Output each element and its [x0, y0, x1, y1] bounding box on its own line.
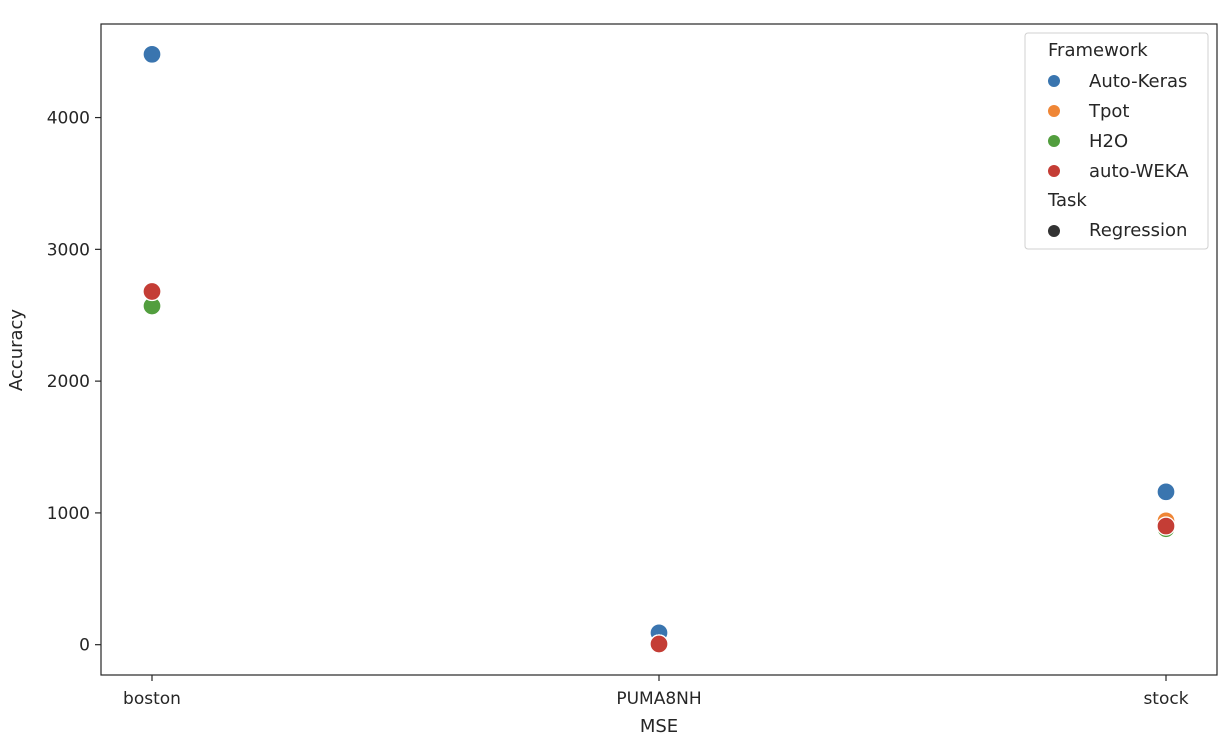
- data-point-auto-weka: [142, 281, 162, 302]
- data-points: [142, 44, 1176, 654]
- legend-style-title: Task: [1047, 190, 1087, 211]
- data-point-auto-keras: [142, 44, 162, 64]
- legend-label-regression: Regression: [1089, 220, 1187, 241]
- x-tick-label: boston: [123, 689, 181, 709]
- y-tick-label: 0: [79, 636, 90, 656]
- legend-marker-auto-keras: [1048, 75, 1060, 87]
- data-point-auto-weka: [649, 634, 669, 654]
- legend-label-auto-weka: auto-WEKA: [1089, 161, 1189, 182]
- y-tick-label: 1000: [47, 504, 90, 524]
- legend-marker-h2o: [1048, 135, 1060, 147]
- y-axis: 0 1000 2000 3000 4000: [47, 109, 101, 656]
- data-point-auto-weka: [1156, 516, 1176, 536]
- legend-label-h2o: H2O: [1089, 131, 1128, 152]
- legend-hue-items: Auto-Keras Tpot H2O auto-WEKA: [1048, 71, 1189, 182]
- legend-label-auto-keras: Auto-Keras: [1089, 71, 1187, 92]
- x-axis-label: MSE: [640, 716, 678, 737]
- legend-label-tpot: Tpot: [1088, 101, 1130, 122]
- y-tick-label: 3000: [47, 240, 90, 260]
- x-axis: boston PUMA8NH stock: [123, 675, 1189, 709]
- legend-marker-regression: [1048, 225, 1060, 237]
- y-axis-label: Accuracy: [6, 309, 27, 392]
- data-point-auto-keras: [1156, 482, 1176, 502]
- legend-marker-tpot: [1048, 105, 1060, 117]
- legend-marker-auto-weka: [1048, 165, 1060, 177]
- x-tick-label: stock: [1143, 689, 1188, 709]
- x-tick-label: PUMA8NH: [616, 689, 701, 709]
- y-tick-label: 2000: [47, 372, 90, 392]
- legend-box: [1024, 32, 1209, 250]
- y-tick-label: 4000: [47, 109, 90, 129]
- legend: Framework Auto-Keras Tpot H2O auto-WEKA Tas…: [1024, 32, 1209, 250]
- legend-hue-title: Framework: [1048, 40, 1148, 61]
